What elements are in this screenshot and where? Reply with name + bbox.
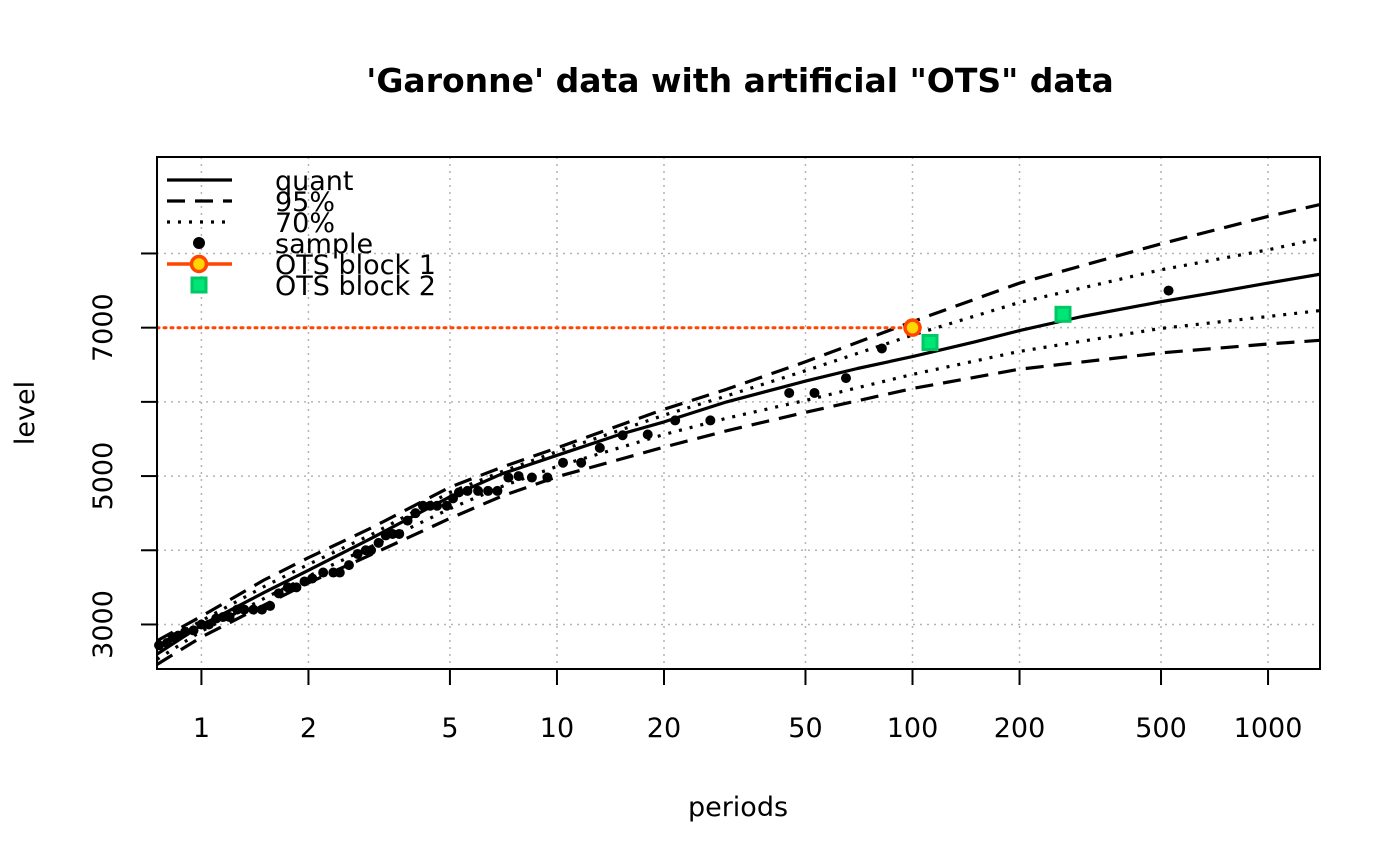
x-tick-label: 5 (441, 713, 458, 744)
legend-symbol-ots1-point (189, 254, 209, 274)
sample-point (418, 500, 429, 511)
x-tick-label: 2 (300, 713, 317, 744)
ots-block-1-point (903, 318, 922, 337)
y-tick-label: 7000 (88, 293, 119, 362)
sample-point (299, 576, 310, 587)
sample-point (617, 430, 628, 441)
y-axis-label: level (10, 381, 41, 445)
sample-point (432, 500, 443, 511)
grid-lines (157, 157, 1320, 669)
chart-title: 'Garonne' data with artificial "OTS" dat… (366, 61, 1114, 100)
sample-point (307, 573, 318, 584)
x-tick-label: 200 (994, 713, 1046, 744)
sample-point (453, 487, 464, 498)
legend-label: 95% (275, 187, 335, 218)
x-tick-label: 1000 (1234, 713, 1303, 744)
legend-label: 70% (275, 208, 335, 239)
sample-point (594, 442, 605, 453)
axes: 1 2 5 10 20 50 100 200 500 1000 3000 5000 7000 (88, 156, 1321, 744)
sample-point (248, 604, 259, 615)
x-tick-label: 500 (1135, 713, 1187, 744)
sample-point (462, 485, 473, 496)
sample-point (410, 508, 421, 519)
sample-point (492, 485, 503, 496)
sample-point (503, 472, 514, 483)
x-tick-label: 100 (887, 713, 939, 744)
x-tick-label: 10 (540, 713, 574, 744)
plot-frame (156, 156, 1321, 670)
sample-point (809, 387, 820, 398)
y-tick-label: 3000 (88, 590, 119, 659)
x-tick-label: 50 (788, 713, 822, 744)
sample-point (318, 567, 329, 578)
sample-point (705, 415, 716, 426)
sample-point (334, 567, 345, 578)
x-axis-label: periods (688, 792, 788, 823)
legend-label: OTS block 2 (275, 271, 436, 302)
sample-point (224, 612, 235, 623)
sample-point (670, 415, 681, 426)
ots-block-2-point (921, 334, 939, 352)
sample-point (558, 457, 569, 468)
series-layer (157, 202, 1320, 666)
sample-point (180, 626, 191, 637)
sample-point (373, 537, 384, 548)
sample-point (343, 560, 354, 571)
series-line-0 (157, 272, 1320, 656)
sample-point (473, 485, 484, 496)
series-line-2 (157, 338, 1320, 666)
sample-point (526, 472, 537, 483)
sample-point (425, 500, 436, 511)
sample-point (232, 604, 243, 615)
legend-label: quant (275, 166, 354, 197)
series-line-4 (157, 309, 1320, 661)
y-tick-label: 5000 (88, 442, 119, 511)
sample-point (196, 619, 207, 630)
legend-label: OTS block 1 (275, 250, 436, 281)
sample-point (542, 472, 553, 483)
sample-point (352, 548, 363, 559)
series-line-1 (157, 202, 1320, 643)
sample-point (1163, 285, 1174, 296)
sample-point (291, 582, 302, 593)
sample-point (394, 528, 405, 539)
sample-point (282, 582, 293, 593)
points-layer (154, 285, 1174, 651)
sample-point (273, 588, 284, 599)
sample-point (188, 625, 199, 636)
x-tick-label: 1 (193, 713, 210, 744)
sample-point (784, 387, 795, 398)
sample-point (441, 500, 452, 511)
legend-symbol-sample (193, 237, 205, 249)
sample-point (513, 471, 524, 482)
sample-point (203, 619, 214, 630)
sample-point (483, 485, 494, 496)
sample-point (239, 604, 250, 615)
sample-point (840, 373, 851, 384)
legend-symbol-ots2 (190, 276, 208, 294)
sample-point (256, 604, 267, 615)
sample-point (265, 600, 276, 611)
ots-block-2-point (1054, 305, 1072, 323)
sample-point (576, 457, 587, 468)
sample-point (402, 515, 413, 526)
sample-point (876, 343, 887, 354)
legend-label: sample (275, 229, 373, 260)
sample-point (642, 429, 653, 440)
sample-point (366, 545, 377, 556)
x-tick-label: 20 (647, 713, 681, 744)
